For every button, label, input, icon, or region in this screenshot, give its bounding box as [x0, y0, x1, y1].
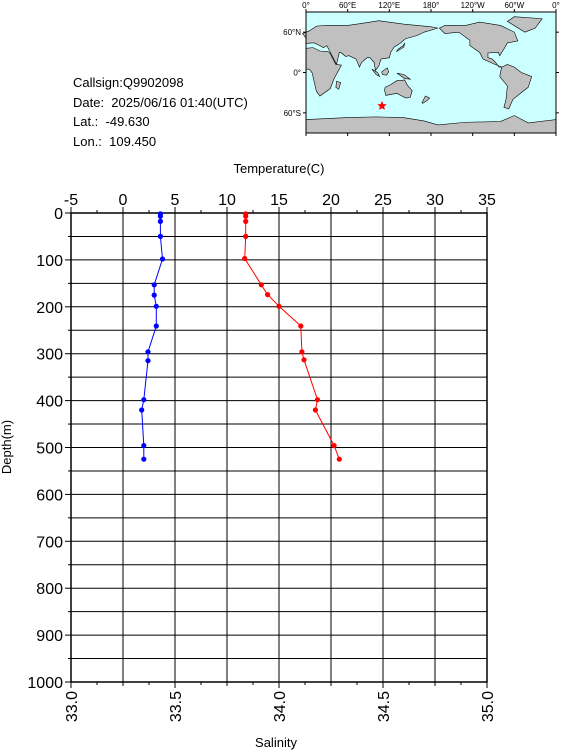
depth-tick-label: 1000 [27, 675, 63, 692]
temperature-data-point [314, 397, 321, 403]
depth-tick-label: 900 [36, 628, 63, 645]
temperature-tick-label: 10 [218, 192, 236, 209]
station-marker-star-icon [377, 100, 387, 110]
temperature-tick-label: 0 [119, 192, 128, 209]
newzealand-landmass [421, 95, 431, 104]
salinity-data-point [141, 397, 147, 403]
depth-tick-label: 300 [36, 347, 63, 364]
map-lat-label: 60°S [284, 109, 301, 118]
temperature-tick-label: 25 [374, 192, 392, 209]
salinity-axis-label: Salinity [255, 735, 297, 750]
temperature-data-point [243, 233, 249, 239]
station-info: Callsign:Q9902098 Date: 2025/06/16 01:40… [73, 73, 248, 151]
temperature-tick-label: -5 [64, 192, 78, 209]
salinity-data-point [157, 213, 163, 219]
salinity-data-point [153, 323, 159, 329]
temperature-data-point [312, 407, 318, 413]
temperature-data-point [276, 303, 282, 309]
temperature-data-point [301, 357, 307, 363]
temperature-axis-label: Temperature(C) [233, 161, 324, 176]
temperature-tick-label: 35 [478, 192, 496, 209]
temperature-tick-label: 30 [426, 192, 444, 209]
depth-tick-label: 0 [54, 206, 63, 223]
temperature-data-point [331, 443, 337, 449]
salinity-data-point [151, 282, 157, 288]
callsign-text: Callsign:Q9902098 [73, 75, 184, 90]
temperature-tick-label: 5 [171, 192, 180, 209]
salinity-data-point [151, 292, 157, 298]
depth-tick-label: 200 [36, 300, 63, 317]
temperature-tick-label: 20 [322, 192, 340, 209]
map-lon-label: 120°W [461, 1, 486, 10]
salinity-data-point [141, 456, 147, 462]
map-lon-label: 120°E [378, 1, 400, 10]
salinity-data-point [139, 407, 145, 413]
temperature-data-point [243, 218, 249, 224]
salinity-data-point [159, 256, 166, 262]
temperature-data-point [265, 292, 271, 298]
map-lon-label: 0° [552, 1, 560, 10]
japan-landmass [396, 42, 405, 52]
temperature-data-point [242, 255, 248, 262]
depth-tick-label: 500 [36, 441, 63, 458]
greenland-landmass [506, 16, 543, 33]
salinity-data-point [157, 218, 163, 224]
depth-tick-label: 600 [36, 487, 63, 504]
map-lon-label: 60°W [505, 1, 525, 10]
depth-tick-label: 100 [36, 253, 63, 270]
salinity-tick-label: 34.0 [272, 691, 289, 722]
temperature-data-point [243, 213, 249, 219]
map-lat-label: 0° [293, 69, 301, 78]
temperature-data-point [298, 323, 304, 329]
sumatra-landmass [371, 68, 381, 78]
salinity-data-point [157, 233, 163, 239]
salinity-tick-label: 33.5 [168, 691, 185, 722]
eurasia-landmass [302, 20, 439, 72]
salinity-data-point [141, 443, 147, 449]
date-text: Date: 2025/06/16 01:40(UTC) [73, 94, 248, 110]
temperature-data-point [258, 282, 264, 288]
depth-tick-label: 400 [36, 394, 63, 411]
depth-axis-label: Depth(m) [0, 420, 14, 474]
borneo-landmass [381, 67, 389, 76]
map-lon-label: 60°E [339, 1, 356, 10]
salinity-tick-label: 34.5 [376, 691, 393, 722]
northamerica-landmass [438, 21, 519, 68]
salinity-data-point [145, 358, 151, 364]
depth-tick-label: 800 [36, 581, 63, 598]
map-land [302, 16, 557, 134]
map-lon-label: 0° [302, 1, 310, 10]
temperature-tick-label: 15 [270, 192, 288, 209]
temperature-data-point [336, 456, 342, 462]
salinity-tick-label: 33.0 [64, 691, 81, 722]
temperature-data-point [299, 349, 305, 355]
temperature-profile-line [244, 213, 340, 460]
longitude-text: Lon.: 109.450 [73, 133, 157, 149]
africa-landmass [305, 47, 342, 97]
salinity-data-point [145, 349, 151, 355]
australia-landmass [384, 79, 413, 99]
map-lon-label: 180° [423, 1, 440, 10]
salinity-tick-label: 35.0 [480, 691, 497, 722]
map-lat-label: 60°N [283, 28, 301, 37]
southamerica-landmass [499, 64, 533, 110]
depth-tick-label: 700 [36, 534, 63, 551]
salinity-profile-line [141, 213, 164, 460]
newguinea-landmass [396, 72, 412, 80]
madagascar-landmass [335, 80, 342, 90]
latitude-text: Lat.: -49.630 [73, 114, 150, 129]
salinity-data-point [153, 303, 159, 309]
